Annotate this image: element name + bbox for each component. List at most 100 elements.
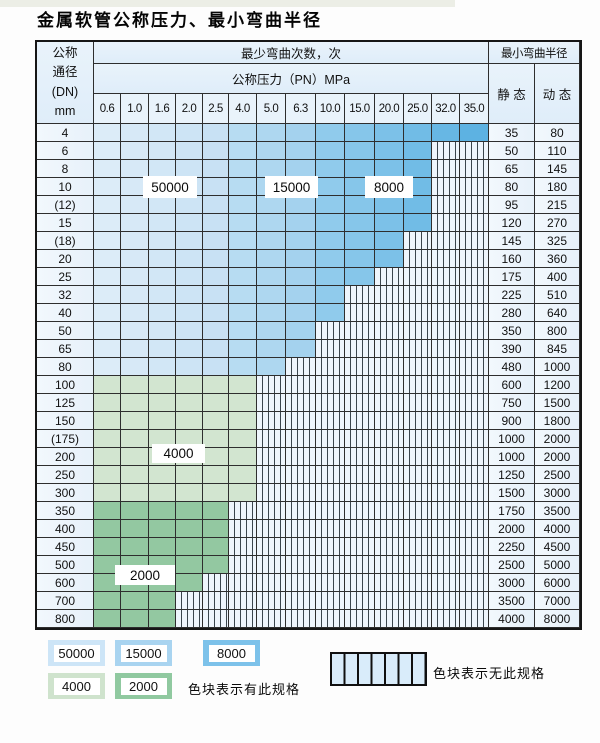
matrix-cell-spec — [94, 196, 121, 214]
matrix-cell-spec — [203, 178, 229, 196]
matrix-cell-spec — [203, 124, 229, 142]
matrix-cell-spec — [94, 502, 121, 520]
matrix-cell-nospec — [345, 322, 375, 340]
matrix-cell-spec — [316, 268, 345, 286]
matrix-cell-nospec — [316, 340, 345, 358]
matrix-cell-nospec — [316, 502, 345, 520]
matrix-cell-spec — [404, 214, 432, 232]
matrix-cell-nospec — [404, 322, 432, 340]
matrix-cell-spec — [94, 304, 121, 322]
matrix-cell-spec — [229, 466, 257, 484]
matrix-cell-spec — [121, 538, 149, 556]
dynamic-radius-cell: 4500 — [535, 538, 580, 556]
dynamic-radius-cell: 640 — [535, 304, 580, 322]
matrix-cell-nospec — [286, 502, 316, 520]
matrix-cell-spec — [460, 124, 489, 142]
pressure-tick-cell: 2.0 — [176, 94, 203, 124]
matrix-cell-spec — [176, 340, 203, 358]
matrix-cell-nospec — [229, 538, 257, 556]
static-radius-cell: 2000 — [489, 520, 535, 538]
matrix-cell-nospec — [404, 520, 432, 538]
legend-swatch-label: 4000 — [53, 677, 100, 695]
matrix-cell-spec — [203, 160, 229, 178]
matrix-cell-spec — [149, 538, 176, 556]
matrix-cell-spec — [94, 142, 121, 160]
scan-artifact-band — [0, 0, 455, 7]
matrix-cell-nospec — [404, 286, 432, 304]
matrix-cell-spec — [345, 124, 375, 142]
matrix-cell-nospec — [460, 538, 489, 556]
dynamic-radius-cell: 2000 — [535, 448, 580, 466]
static-radius-cell: 1000 — [489, 448, 535, 466]
matrix-cell-spec — [257, 214, 286, 232]
matrix-cell-nospec — [432, 466, 460, 484]
dn-cell: 800 — [37, 610, 94, 628]
pressure-tick-cell: 1.0 — [121, 94, 149, 124]
matrix-cell-nospec — [432, 376, 460, 394]
static-radius-cell: 390 — [489, 340, 535, 358]
matrix-cell-nospec — [345, 556, 375, 574]
pressure-tick-cell: 25.0 — [404, 94, 432, 124]
matrix-cell-nospec — [375, 430, 404, 448]
zone-value-label: 4000 — [152, 444, 205, 463]
matrix-cell-spec — [286, 286, 316, 304]
matrix-cell-spec — [286, 142, 316, 160]
matrix-cell-spec — [94, 520, 121, 538]
matrix-cell-nospec — [316, 394, 345, 412]
matrix-cell-nospec — [375, 412, 404, 430]
static-radius-cell: 750 — [489, 394, 535, 412]
pressure-tick-cell: 4.0 — [229, 94, 257, 124]
matrix-cell-spec — [203, 196, 229, 214]
matrix-cell-spec — [149, 268, 176, 286]
dynamic-radius-cell: 1000 — [535, 358, 580, 376]
matrix-cell-spec — [203, 412, 229, 430]
matrix-cell-spec — [345, 250, 375, 268]
matrix-cell-spec — [149, 376, 176, 394]
matrix-cell-spec — [149, 322, 176, 340]
dn-cell: 10 — [37, 178, 94, 196]
matrix-cell-spec — [203, 484, 229, 502]
matrix-cell-spec — [203, 250, 229, 268]
matrix-cell-nospec — [286, 376, 316, 394]
matrix-cell-nospec — [404, 448, 432, 466]
matrix-cell-nospec — [257, 592, 286, 610]
matrix-cell-nospec — [257, 520, 286, 538]
matrix-cell-spec — [345, 232, 375, 250]
matrix-cell-nospec — [316, 376, 345, 394]
matrix-cell-spec — [94, 592, 121, 610]
matrix-cell-nospec — [286, 430, 316, 448]
matrix-cell-nospec — [432, 250, 460, 268]
dn-cell: (175) — [37, 430, 94, 448]
matrix-cell-spec — [176, 196, 203, 214]
matrix-cell-spec — [121, 610, 149, 628]
matrix-cell-nospec — [375, 592, 404, 610]
matrix-cell-nospec — [432, 340, 460, 358]
matrix-cell-nospec — [316, 592, 345, 610]
matrix-cell-nospec — [375, 538, 404, 556]
matrix-cell-spec — [121, 592, 149, 610]
matrix-cell-nospec — [460, 556, 489, 574]
matrix-cell-spec — [176, 466, 203, 484]
matrix-cell-nospec — [375, 448, 404, 466]
matrix-cell-spec — [94, 610, 121, 628]
matrix-cell-spec — [149, 484, 176, 502]
matrix-cell-nospec — [257, 502, 286, 520]
matrix-cell-nospec — [345, 592, 375, 610]
matrix-cell-nospec — [345, 574, 375, 592]
matrix-cell-spec — [316, 124, 345, 142]
matrix-cell-spec — [94, 466, 121, 484]
matrix-cell-spec — [229, 322, 257, 340]
matrix-cell-spec — [345, 268, 375, 286]
dynamic-radius-cell: 7000 — [535, 592, 580, 610]
dn-cell: 125 — [37, 394, 94, 412]
matrix-cell-nospec — [432, 286, 460, 304]
static-radius-cell: 225 — [489, 286, 535, 304]
matrix-cell-nospec — [316, 466, 345, 484]
matrix-cell-spec — [229, 376, 257, 394]
matrix-cell-nospec — [286, 556, 316, 574]
matrix-cell-nospec — [176, 592, 203, 610]
matrix-cell-nospec — [432, 214, 460, 232]
matrix-cell-spec — [176, 232, 203, 250]
pressure-tick-cell: 32.0 — [432, 94, 460, 124]
dynamic-radius-cell: 270 — [535, 214, 580, 232]
